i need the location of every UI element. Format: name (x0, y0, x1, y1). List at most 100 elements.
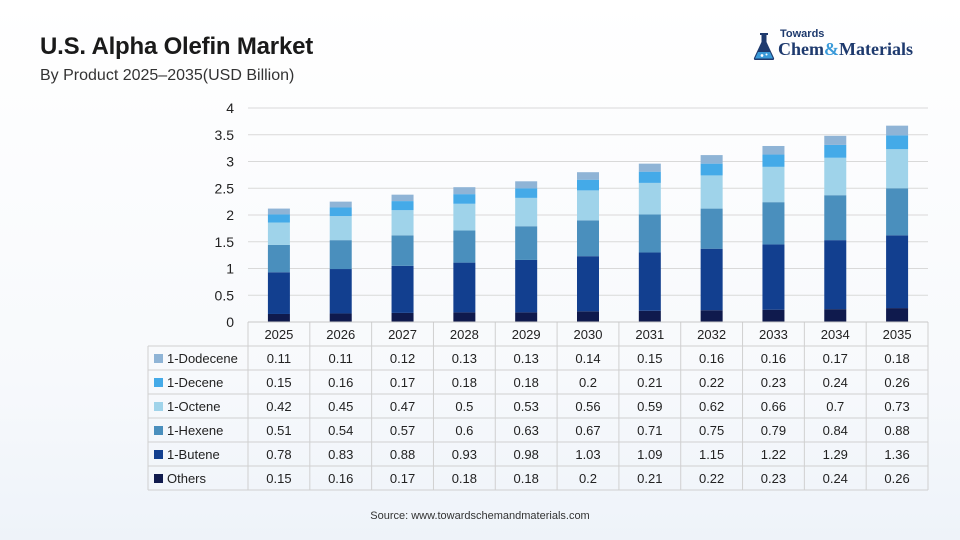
data-label: 0.63 (514, 423, 539, 438)
x-tick-label: 2027 (388, 327, 417, 342)
data-label: 0.14 (575, 351, 600, 366)
data-label: 0.11 (267, 351, 291, 366)
data-label: 0.54 (328, 423, 353, 438)
bar-segment (577, 256, 599, 312)
bar-segment (638, 252, 661, 311)
brand-logo: Towards Chem&Materials (752, 28, 942, 64)
data-label: 0.78 (266, 447, 291, 462)
data-label: 0.45 (328, 399, 353, 414)
bar-segment (391, 194, 414, 202)
legend-swatch (154, 474, 163, 483)
bar-segment (329, 201, 352, 208)
data-label: 0.18 (452, 471, 477, 486)
bar-segment (638, 182, 661, 215)
bar-segment (700, 248, 723, 311)
bar-segment (267, 313, 290, 322)
bar-segment (700, 208, 723, 249)
bar-segment (762, 244, 785, 310)
bar-segment (267, 214, 290, 223)
data-label: 0.56 (575, 399, 600, 414)
bar-segment (886, 149, 909, 189)
bar-segment (453, 203, 476, 231)
data-label: 0.53 (514, 399, 539, 414)
bar-segment (577, 190, 599, 221)
bar-segment (453, 194, 476, 204)
data-label: 0.16 (761, 351, 786, 366)
data-label: 0.2 (579, 471, 597, 486)
bar-segment (329, 207, 352, 217)
data-label: 0.47 (390, 399, 415, 414)
legend-swatch (154, 402, 163, 411)
x-tick-label: 2030 (574, 327, 603, 342)
bar-segment (886, 135, 909, 150)
x-tick-label: 2032 (697, 327, 726, 342)
data-label: 0.21 (637, 375, 662, 390)
bar-segment (886, 235, 909, 309)
data-label: 0.59 (637, 399, 662, 414)
bar-segment (700, 163, 723, 176)
bar-segment (329, 269, 352, 314)
bar-segment (391, 235, 414, 266)
bar-segment (638, 163, 661, 172)
bar-segment (391, 201, 414, 211)
data-label: 0.5 (455, 399, 473, 414)
legend-swatch (154, 354, 163, 363)
data-label: 0.16 (699, 351, 724, 366)
x-tick-label: 2031 (635, 327, 664, 342)
x-tick-label: 2029 (512, 327, 541, 342)
bar-segment (824, 309, 847, 322)
logo-text-amp: & (824, 39, 839, 59)
data-label: 0.88 (884, 423, 909, 438)
x-tick-label: 2028 (450, 327, 479, 342)
data-label: 0.51 (266, 423, 291, 438)
data-label: 0.18 (514, 471, 539, 486)
bar-segment (515, 259, 538, 313)
y-tick-label: 2 (226, 207, 234, 223)
data-label: 0.75 (699, 423, 724, 438)
bar-segment (515, 312, 538, 322)
legend-label: 1-Octene (167, 399, 220, 414)
bar-segment (391, 210, 414, 236)
logo-text-main: Chem&Materials (778, 39, 913, 60)
legend-label: 1-Butene (167, 447, 220, 462)
bar-segment (700, 310, 723, 322)
bar-segment (824, 195, 847, 241)
chart-title: U.S. Alpha Olefin Market (40, 33, 314, 60)
data-label: 0.23 (761, 375, 786, 390)
bar-segment (762, 145, 785, 155)
data-label: 0.42 (266, 399, 291, 414)
data-label: 0.22 (699, 375, 724, 390)
legend-label: Others (167, 471, 207, 486)
bar-segment (515, 181, 538, 189)
x-tick-label: 2026 (326, 327, 355, 342)
data-label: 0.66 (761, 399, 786, 414)
bar-segment (391, 265, 414, 313)
bar-segment (638, 171, 661, 183)
data-label: 1.03 (575, 447, 600, 462)
y-tick-label: 0 (226, 314, 234, 330)
bar-segment (453, 312, 476, 322)
bar-segment (515, 197, 538, 227)
x-tick-label: 2035 (883, 327, 912, 342)
bar-segment (577, 179, 599, 191)
y-tick-label: 0.5 (215, 287, 235, 303)
data-label: 0.15 (637, 351, 662, 366)
data-label: 0.15 (266, 471, 291, 486)
y-tick-label: 1.5 (215, 234, 235, 250)
data-label: 0.24 (823, 375, 848, 390)
data-label: 0.11 (329, 351, 353, 366)
logo-text-materials: Materials (839, 39, 913, 59)
legend-swatch (154, 450, 163, 459)
data-label: 1.22 (761, 447, 786, 462)
data-label: 0.18 (884, 351, 909, 366)
data-label: 0.79 (761, 423, 786, 438)
bar-segment (267, 244, 290, 273)
bar-segment (577, 220, 599, 257)
y-tick-label: 3.5 (215, 127, 235, 143)
bar-segment (329, 216, 352, 241)
bar-segment (762, 166, 785, 203)
data-label: 0.2 (579, 375, 597, 390)
bar-segment (453, 230, 476, 263)
data-label: 0.98 (514, 447, 539, 462)
bar-segment (824, 240, 847, 310)
